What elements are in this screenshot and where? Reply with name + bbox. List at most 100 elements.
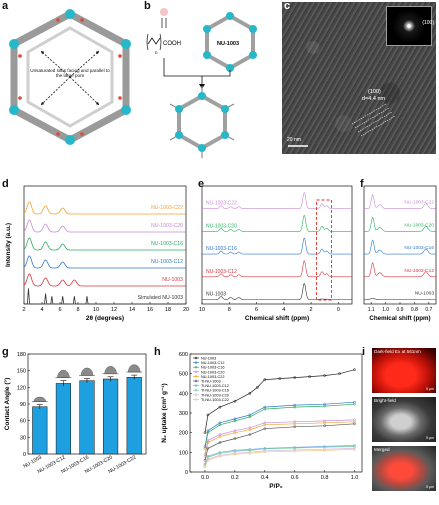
iso-legend-label: Tl-NU-1003 xyxy=(201,380,221,384)
panel-a: a Unsaturated sites facing and parallel … xyxy=(0,0,140,158)
nmr-zoom-chart: 1.1 1.0 0.9 0.8 0.7 Chemical shift (ppm) NU-10… xyxy=(363,185,437,322)
iso-point xyxy=(323,374,326,377)
pxrd-xtick-label: 10 xyxy=(93,307,99,313)
iso-legend-marker xyxy=(194,384,198,387)
pxrd-series-label: NU-1003 xyxy=(162,277,183,283)
iso-legend-marker xyxy=(194,379,198,383)
iso-ytick-label: 0 xyxy=(185,470,188,476)
iso-point xyxy=(203,431,207,435)
contact-ytick-label: 60 xyxy=(20,419,26,425)
iso-legend-marker xyxy=(194,365,198,369)
nmr-xtick-label: 8 xyxy=(228,307,231,313)
node-top xyxy=(203,12,257,72)
contact-ytick-label: 30 xyxy=(20,435,26,441)
iso-xtick-label: 0.0 xyxy=(201,475,209,481)
iso-point xyxy=(323,424,326,428)
iso-legend-marker xyxy=(194,361,198,364)
iso-legend-label: NU-1003 xyxy=(201,357,216,361)
iso-point xyxy=(353,447,356,450)
iso-point xyxy=(248,451,252,455)
iso-point xyxy=(218,454,222,458)
pxrd-xtick-label: 14 xyxy=(129,307,135,313)
iso-xtick-label: 0.6 xyxy=(291,475,299,481)
nmr-xtick-label: 0 xyxy=(337,307,340,313)
contact-bar xyxy=(55,383,71,455)
nmr-zoom-xtick-label: 1.1 xyxy=(368,307,375,313)
merged-scale: 5 μm xyxy=(426,485,434,489)
iso-ytick-label: 100 xyxy=(179,450,188,456)
pxrd-xtick-label: 18 xyxy=(165,307,171,313)
droplet-icon xyxy=(57,369,70,378)
merged-image: Merged 5 μm xyxy=(372,446,436,491)
nmr-series-label: NU-1003-C12 xyxy=(206,269,237,275)
panel-letter-a: a xyxy=(2,0,9,12)
node-sphere xyxy=(160,8,168,16)
contact-bar xyxy=(103,378,119,455)
iso-series-line xyxy=(204,446,355,466)
nmr-series-line xyxy=(202,192,352,209)
nmr-series-label: NU-1003-C16 xyxy=(206,246,237,252)
pxrd-ylabel: Intensity (a.u.) xyxy=(5,223,12,267)
contact-ytick-label: 150 xyxy=(17,369,26,375)
nmr-zoom-xtick-label: 0.7 xyxy=(425,307,432,313)
iso-point xyxy=(206,441,210,444)
iso-point xyxy=(338,372,341,376)
iso-legend-label: Tl-NU-1003-C22 xyxy=(201,398,229,402)
metal-nodes xyxy=(9,9,131,145)
iso-point xyxy=(203,464,207,468)
iso-legend-label: Tl-NU-1003-C16 xyxy=(201,389,229,393)
panel-f: f 1.1 1.0 0.9 0.8 0.7 Chemical shift (ppm) NU-… xyxy=(360,178,439,328)
contact-bar xyxy=(79,380,95,455)
iso-point xyxy=(233,399,237,403)
darkfield-scale: 5 μm xyxy=(426,387,434,391)
panel-h: h 0.0 0.2 0.4 0.6 0.8 1.0 0 100 200 300 400 500 600 P… xyxy=(152,346,368,500)
iso-legend-marker xyxy=(194,393,198,397)
pxrd-xtick-label: 4 xyxy=(40,307,43,313)
pxrd-series-line xyxy=(23,273,186,287)
pxrd-series-line xyxy=(23,201,186,215)
iso-legend-marker xyxy=(194,370,198,374)
iso-series-line xyxy=(204,419,355,455)
iso-ytick-label: 500 xyxy=(179,372,188,378)
nmr-xtick-label: 10 xyxy=(199,307,205,313)
contact-ytick-label: 0 xyxy=(23,452,26,458)
nmr-chart: 10 8 6 4 2 0 Chemical shift (ppm) NU-1003-C22 NU… xyxy=(199,185,353,322)
iso-point xyxy=(206,447,210,450)
darkfield-title: Dark-field Ex at 561nm xyxy=(374,349,421,354)
iso-series-line xyxy=(204,403,355,449)
brightfield-scale: 5 μm xyxy=(426,436,434,440)
nmr-series-line xyxy=(202,260,352,278)
iso-point xyxy=(248,415,252,419)
nmr-zoom-series-line xyxy=(364,239,436,255)
iso-point xyxy=(248,433,252,436)
nmr-zoom-xtick-label: 0.8 xyxy=(411,307,418,313)
nmr-xtick-label: 2 xyxy=(310,307,313,313)
nmr-zoom-series-line xyxy=(364,298,436,300)
iso-ytick-label: 600 xyxy=(179,352,188,358)
framework-schematic: Unsaturated sites facing and parallel to… xyxy=(9,9,131,145)
chain-subscript: n xyxy=(155,50,158,55)
panel-c-tem: (100) (100) d=4.4 nm 20 nm xyxy=(282,2,436,154)
nmr-xtick-label: 4 xyxy=(282,307,285,313)
pxrd-series-label: NU-1003-C20 xyxy=(151,223,183,229)
iso-point xyxy=(263,427,267,431)
panel-letter-d: d xyxy=(2,178,9,190)
iso-point xyxy=(353,368,356,372)
panel-letter-b: b xyxy=(144,0,151,12)
pxrd-series-label: NU-1003-C12 xyxy=(151,259,183,265)
droplet-icon xyxy=(80,367,94,376)
pxrd-xtick-label: 20 xyxy=(183,307,189,313)
iso-legend-label: Tl-NU-1003-C12 xyxy=(201,384,229,388)
spacing-label: d=4.4 nm xyxy=(362,96,386,102)
iso-point xyxy=(206,431,210,435)
nmr-zoom-xtick-label: 1.0 xyxy=(382,307,389,313)
pxrd-series-label: NU-1003-C16 xyxy=(151,241,183,247)
iso-xtick-label: 1.0 xyxy=(351,475,359,481)
iso-point xyxy=(353,444,356,447)
merged-title: Merged xyxy=(374,447,390,452)
iso-legend-marker xyxy=(194,375,198,378)
nmr-series-label: NU-1003-C20 xyxy=(206,223,237,229)
iso-xtick-label: 0.2 xyxy=(231,475,239,481)
iso-xlabel: P/P₀ xyxy=(269,483,282,490)
node-bottom xyxy=(169,86,235,158)
